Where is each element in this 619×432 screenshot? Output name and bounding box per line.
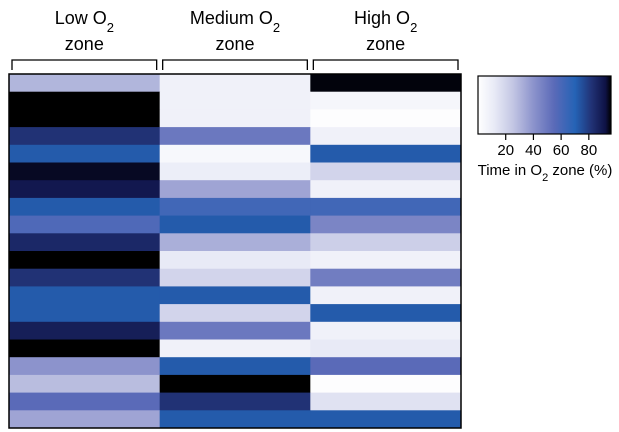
column-bracket-2 xyxy=(312,59,459,70)
heatmap-cell-r15-c2 xyxy=(310,339,462,358)
heatmap-cell-r9-c1 xyxy=(159,233,311,252)
heatmap-cell-r14-c0 xyxy=(9,321,161,340)
heatmap-cell-r11-c2 xyxy=(310,268,462,287)
heatmap-cell-r9-c0 xyxy=(9,233,161,252)
heatmap-cell-r4-c2 xyxy=(310,144,462,163)
heatmap-cell-r5-c1 xyxy=(159,162,311,181)
heatmap-cell-r4-c0 xyxy=(9,144,161,163)
heatmap-cell-r10-c0 xyxy=(9,251,161,270)
heatmap-cell-r17-c0 xyxy=(9,374,161,393)
heatmap-cell-r12-c2 xyxy=(310,286,462,305)
column-bracket-1 xyxy=(162,59,308,70)
column-bracket-0 xyxy=(11,59,158,70)
heatmap-cell-r0-c1 xyxy=(159,74,311,93)
heatmap-cell-r6-c0 xyxy=(9,180,161,199)
heatmap-cell-r2-c2 xyxy=(310,109,462,128)
heatmap-cell-r7-c0 xyxy=(9,197,161,216)
column-label-1-suffix: zone xyxy=(215,34,254,54)
colorbar-tick-label-20: 20 xyxy=(497,142,514,159)
heatmap-cell-r18-c0 xyxy=(9,392,161,411)
heatmap-cell-r16-c0 xyxy=(9,357,161,376)
heatmap-cell-r16-c2 xyxy=(310,357,462,376)
heatmap-cell-r3-c1 xyxy=(159,127,311,146)
heatmap-cell-r14-c1 xyxy=(159,321,311,340)
column-label-2: High O2 xyxy=(354,8,417,35)
heatmap-cell-r8-c1 xyxy=(159,215,311,234)
column-label-2-sub: 2 xyxy=(410,20,417,35)
heatmap-cell-r2-c0 xyxy=(9,109,161,128)
column-label-0: Low O2 xyxy=(55,8,114,35)
heatmap-cell-r3-c2 xyxy=(310,127,462,146)
column-label-2-name: High O xyxy=(354,8,410,28)
heatmap-cell-r15-c0 xyxy=(9,339,161,358)
heatmap-cell-r3-c0 xyxy=(9,127,161,146)
heatmap-cell-r16-c1 xyxy=(159,357,311,376)
heatmap-cell-r8-c0 xyxy=(9,215,161,234)
heatmap-cell-r11-c1 xyxy=(159,268,311,287)
colorbar-label-post: zone (%) xyxy=(548,162,612,179)
column-label-0-suffix: zone xyxy=(65,34,104,54)
heatmap-cell-r0-c0 xyxy=(9,74,161,93)
heatmap-cell-r17-c2 xyxy=(310,374,462,393)
heatmap-cell-r19-c2 xyxy=(310,410,462,429)
column-label-1-sub: 2 xyxy=(273,20,280,35)
colorbar: 20 40 60 80 Time in O2 zone (%) xyxy=(477,75,613,184)
heatmap-cell-r1-c2 xyxy=(310,91,462,110)
colorbar-label-sub: 2 xyxy=(542,172,548,184)
column-label-1: Medium O2 xyxy=(190,8,280,35)
heatmap-cell-r11-c0 xyxy=(9,268,161,287)
column-label-1-name: Medium O xyxy=(190,8,273,28)
heatmap-cell-r0-c2 xyxy=(310,74,462,93)
heatmap-cell-r15-c1 xyxy=(159,339,311,358)
column-label-0-sub: 2 xyxy=(107,20,114,35)
colorbar-ticks: 20 40 60 80 xyxy=(497,134,597,159)
heatmap-cell-r18-c1 xyxy=(159,392,311,411)
heatmap-cell-r12-c1 xyxy=(159,286,311,305)
heatmap-cell-r6-c1 xyxy=(159,180,311,199)
heatmap-cell-r19-c0 xyxy=(9,410,161,429)
heatmap-cell-r18-c2 xyxy=(310,392,462,411)
heatmap-cell-r8-c2 xyxy=(310,215,462,234)
heatmap-cell-r1-c0 xyxy=(9,91,161,110)
colorbar-label-pre: Time in O xyxy=(478,162,542,179)
heatmap-cell-r13-c1 xyxy=(159,304,311,323)
heatmap-cell-r14-c2 xyxy=(310,321,462,340)
column-label-0-name: Low O xyxy=(55,8,107,28)
heatmap-cell-r1-c1 xyxy=(159,91,311,110)
heatmap-cell-r5-c0 xyxy=(9,162,161,181)
heatmap-cell-r10-c1 xyxy=(159,251,311,270)
heatmap-cell-r2-c1 xyxy=(159,109,311,128)
colorbar-tick-label-40: 40 xyxy=(525,142,542,159)
heatmap-cell-r12-c0 xyxy=(9,286,161,305)
heatmap-cell-r7-c1 xyxy=(159,197,311,216)
colorbar-gradient xyxy=(477,75,612,135)
heatmap-cell-r6-c2 xyxy=(310,180,462,199)
heatmap-cell-r13-c0 xyxy=(9,304,161,323)
heatmap-cell-r7-c2 xyxy=(310,197,462,216)
column-brackets xyxy=(11,59,459,70)
colorbar-tick-label-60: 60 xyxy=(553,142,570,159)
heatmap-cell-r19-c1 xyxy=(159,410,311,429)
heatmap-cells xyxy=(9,74,462,429)
heatmap-border xyxy=(8,73,462,429)
heatmap-cell-r13-c2 xyxy=(310,304,462,323)
heatmap-cell-r4-c1 xyxy=(159,144,311,163)
colorbar-tick-label-80: 80 xyxy=(580,142,597,159)
column-label-2-suffix: zone xyxy=(366,34,405,54)
heatmap-cell-r9-c2 xyxy=(310,233,462,252)
heatmap-cell-r17-c1 xyxy=(159,374,311,393)
colorbar-label: Time in O2 zone (%) xyxy=(478,162,613,184)
heatmap-cell-r10-c2 xyxy=(310,251,462,270)
heatmap-cell-r5-c2 xyxy=(310,162,462,181)
